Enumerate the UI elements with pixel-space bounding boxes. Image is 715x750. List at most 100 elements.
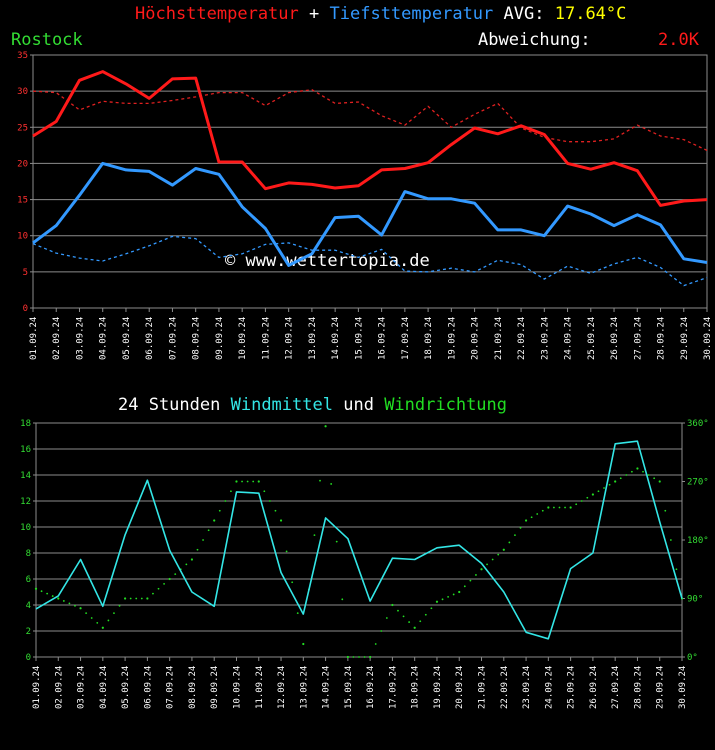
temp-chart-xtick-label: 30.09.24	[703, 317, 713, 360]
temp-chart-xtick-label: 16.09.24	[378, 317, 388, 360]
wind-direction-point	[124, 597, 127, 600]
temp-chart-xtick-label: 22.09.24	[517, 317, 527, 360]
temp-chart-xtick-label: 07.09.24	[168, 317, 178, 360]
wind-direction-dot	[564, 506, 566, 509]
wind-direction-dot	[96, 621, 99, 624]
wind-direction-dot	[608, 483, 611, 486]
wind-direction-point	[435, 600, 439, 603]
wind-title-prefix: 24 Stunden	[118, 395, 221, 415]
wind-chart-y2tick-label: 90°	[687, 595, 703, 605]
wind-direction-dot	[463, 585, 466, 588]
wind-direction-dot	[74, 604, 76, 607]
wind-direction-point	[279, 519, 283, 522]
wind-chart-title: 24 Stunden Windmittel und Windrichtung	[118, 395, 507, 415]
wind-direction-point	[391, 603, 394, 607]
temp-chart-xtick-label: 09.09.24	[215, 317, 225, 360]
temp-low-line	[32, 161, 708, 267]
wind-direction-dot	[402, 615, 405, 618]
temp-chart-xtick-label: 29.09.24	[680, 317, 690, 360]
wind-chart-xtick-label: 30.09.24	[678, 666, 688, 709]
temp-chart-frame	[32, 54, 708, 309]
temp-chart-ytick-label: 0	[23, 304, 28, 314]
wind-direction-point	[502, 548, 505, 551]
wind-direction-point	[324, 425, 327, 428]
wind-direction-dot	[374, 643, 377, 645]
wind-direction-dot	[491, 558, 494, 561]
temp-chart-xtick-label: 08.09.24	[192, 317, 202, 360]
wind-chart-xtick-label: 22.09.24	[500, 666, 510, 709]
temp-chart-xtick-label: 13.09.24	[308, 317, 318, 360]
wind-direction-dot	[408, 621, 411, 623]
temp-chart-xtick-label: 12.09.24	[285, 317, 295, 360]
wind-direction-dot	[514, 534, 516, 537]
plus-sign: +	[309, 4, 320, 24]
temp-low-avg-line	[32, 235, 708, 287]
temp-chart-xtick-label: 23.09.24	[540, 317, 550, 360]
header-title: Höchsttemperatur + Tiefsttemperatur AVG:…	[135, 4, 626, 24]
wind-direction-point	[79, 607, 82, 610]
temp-chart-ytick-label: 15	[17, 196, 28, 206]
high-label: Höchsttemperatur	[135, 4, 299, 24]
wind-direction-dot	[218, 509, 221, 512]
wind-chart-xtick-label: 15.09.24	[344, 666, 354, 709]
wind-title-windrichtung: Windrichtung	[384, 395, 508, 415]
temp-chart-xtick-label: 27.09.24	[633, 317, 643, 360]
wind-direction-point	[34, 587, 38, 590]
wind-direction-dot	[246, 480, 249, 483]
wind-direction-point	[257, 480, 260, 483]
wind-chart-xtick-label: 10.09.24	[232, 666, 242, 709]
wind-direction-point	[458, 590, 461, 594]
wind-chart-xtick-label: 07.09.24	[166, 666, 176, 709]
wind-direction-dot	[419, 620, 422, 623]
wind-chart-xtick-label: 28.09.24	[633, 666, 643, 709]
wind-chart-xtick-label: 16.09.24	[366, 666, 376, 709]
wind-direction-dot	[230, 490, 232, 493]
wind-chart-xtick-label: 12.09.24	[277, 666, 287, 709]
wind-direction-dot	[107, 619, 110, 622]
wind-direction-dot	[580, 500, 583, 502]
wind-chart-xtick-label: 06.09.24	[143, 666, 153, 709]
wind-chart-xtick-label: 26.09.24	[589, 666, 599, 709]
wind-direction-dot	[647, 474, 650, 476]
wind-direction-dot	[68, 602, 71, 605]
wind-direction-point	[658, 480, 661, 483]
avg-label: AVG:	[503, 4, 545, 24]
wind-chart-xtick-label: 04.09.24	[99, 666, 109, 709]
wind-direction-dot	[653, 477, 656, 480]
wind-direction-point	[413, 626, 416, 629]
wind-direction-point	[369, 655, 372, 659]
wind-direction-point	[235, 480, 238, 483]
wind-chart-ytick-label: 2	[26, 627, 31, 637]
wind-direction-point	[569, 506, 572, 509]
wind-direction-dot	[40, 590, 43, 593]
wind-chart-ytick-label: 18	[20, 419, 31, 429]
wind-direction-point	[636, 467, 639, 470]
wind-direction-dot	[508, 541, 511, 544]
temp-chart-xtick-label: 02.09.24	[52, 317, 62, 360]
wind-direction-dot	[385, 617, 388, 619]
wind-direction-dot	[424, 613, 427, 616]
wind-chart-xtick-label: 05.09.24	[121, 666, 131, 709]
wind-direction-dot	[619, 477, 622, 480]
temp-chart-xtick-label: 01.09.24	[29, 317, 39, 360]
deviation-value: 2.0K	[658, 30, 699, 50]
wind-direction-dot	[553, 506, 555, 509]
wind-direction-point	[213, 519, 216, 522]
wind-direction-point	[101, 626, 104, 629]
wind-direction-dot	[113, 612, 115, 615]
wind-direction-dot	[207, 529, 210, 532]
wind-chart-y2tick-label: 180°	[687, 536, 709, 546]
wind-chart-xtick-label: 11.09.24	[255, 666, 265, 709]
temp-chart-xtick-label: 14.09.24	[331, 317, 341, 360]
temp-chart-ytick-label: 35	[17, 51, 28, 61]
wind-direction-dot	[174, 573, 177, 576]
wind-direction-point	[480, 568, 483, 571]
wind-direction-dot	[352, 656, 355, 658]
temp-chart-xtick-label: 20.09.24	[471, 317, 481, 360]
wind-direction-dot	[497, 553, 500, 556]
wind-chart-ytick-label: 0	[26, 653, 31, 663]
wind-direction-dot	[129, 597, 132, 600]
wind-direction-dot	[62, 600, 65, 602]
temp-chart-xtick-label: 10.09.24	[238, 317, 248, 360]
wind-direction-dot	[558, 506, 561, 509]
